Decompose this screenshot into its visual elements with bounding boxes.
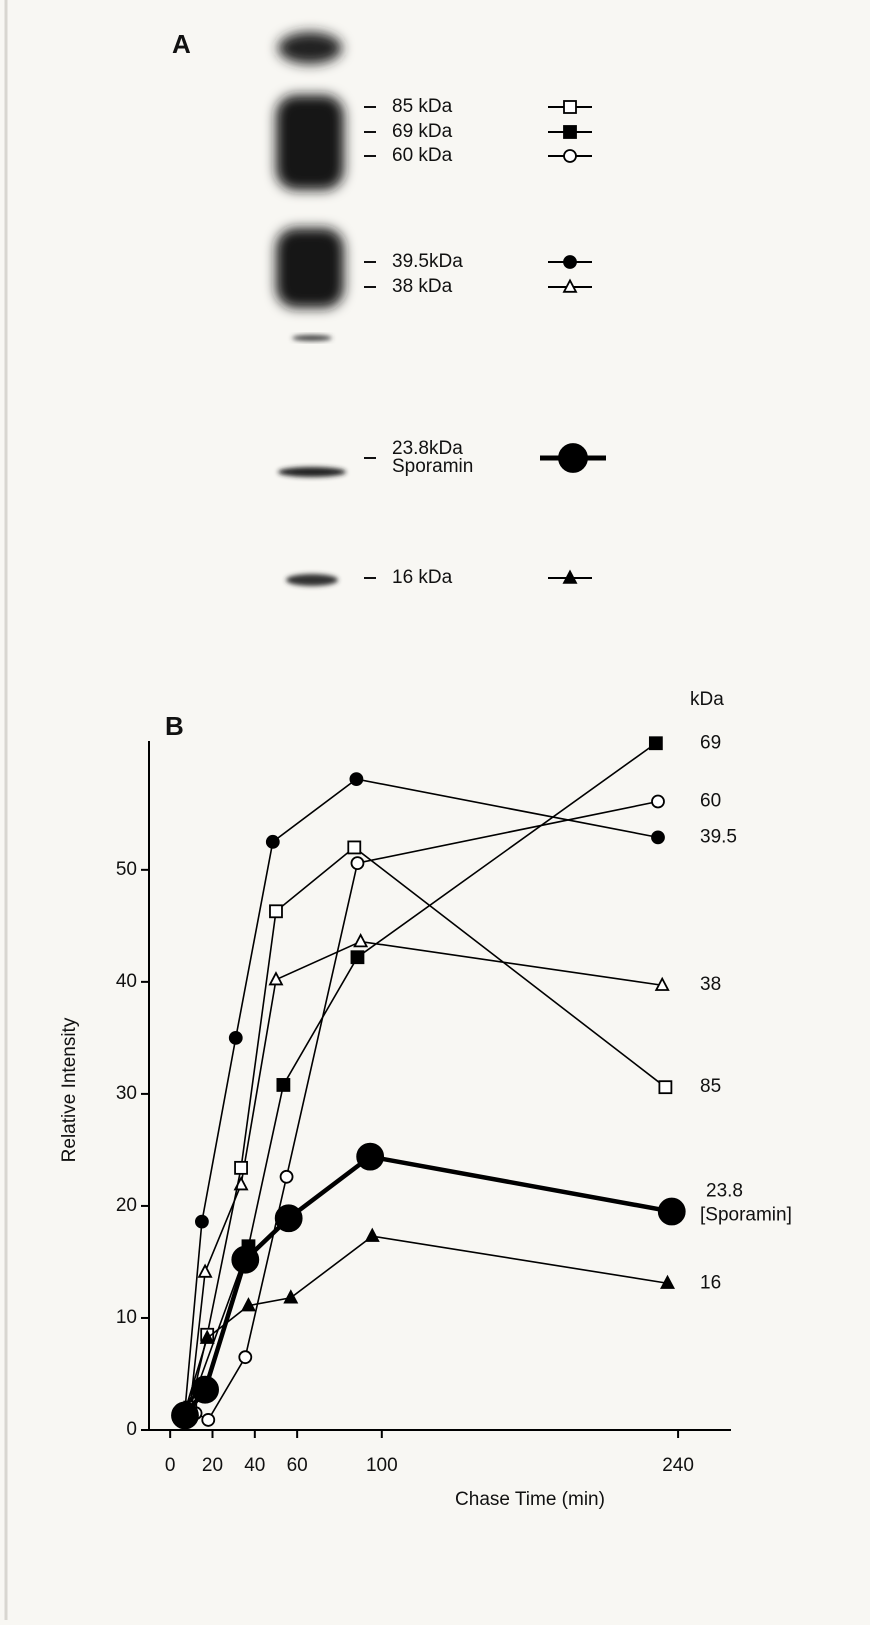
series-label: 60 xyxy=(700,791,721,812)
background xyxy=(0,0,870,1620)
band-label: 39.5kDa xyxy=(392,251,463,272)
x-tick-label: 60 xyxy=(287,1455,308,1476)
legend-title: kDa xyxy=(690,689,724,710)
series-sublabel: [Sporamin] xyxy=(700,1205,792,1226)
x-axis-title: Chase Time (min) xyxy=(455,1489,605,1510)
marker xyxy=(196,1216,208,1228)
marker xyxy=(351,951,363,963)
marker xyxy=(276,1205,302,1231)
series-label: 69 xyxy=(700,732,721,753)
y-tick-label: 10 xyxy=(116,1307,137,1328)
series-label: 23.8 xyxy=(706,1181,743,1202)
marker xyxy=(564,150,576,162)
band-label: 85 kDa xyxy=(392,96,453,117)
marker xyxy=(348,841,360,853)
marker xyxy=(267,836,279,848)
marker xyxy=(652,831,664,843)
x-tick-label: 240 xyxy=(662,1455,694,1476)
marker xyxy=(659,1081,671,1093)
marker xyxy=(281,1171,293,1183)
marker xyxy=(659,1199,685,1225)
marker xyxy=(277,1079,289,1091)
band-label: 16 kDa xyxy=(392,567,453,588)
marker xyxy=(230,1032,242,1044)
y-tick-label: 20 xyxy=(116,1195,137,1216)
series-label: 38 xyxy=(700,974,721,995)
x-tick-label: 20 xyxy=(202,1455,223,1476)
y-tick-label: 40 xyxy=(116,971,137,992)
figure: A 85 kDa 69 kDa 60 kDa 39.5kDa 38 kDa 23.8 kDa… xyxy=(0,0,870,1620)
marker xyxy=(232,1247,258,1273)
panel-label: A xyxy=(172,29,191,59)
band-sublabel: Sporamin xyxy=(392,456,473,477)
series-label: 16 xyxy=(700,1272,721,1293)
marker xyxy=(202,1414,214,1426)
band-label: 69 kDa xyxy=(392,121,453,142)
y-axis-title: Relative Intensity xyxy=(59,1017,80,1162)
marker xyxy=(235,1162,247,1174)
marker xyxy=(192,1377,218,1403)
series-label: 85 xyxy=(700,1076,721,1097)
marker xyxy=(650,737,662,749)
y-tick-label: 50 xyxy=(116,859,137,880)
marker xyxy=(564,101,576,113)
x-tick-label: 0 xyxy=(165,1455,176,1476)
page: A 85 kDa 69 kDa 60 kDa 39.5kDa 38 kDa 23.8 kDa… xyxy=(0,0,870,1620)
band-label: 38 kDa xyxy=(392,276,453,297)
y-tick-label: 30 xyxy=(116,1083,137,1104)
marker xyxy=(239,1351,251,1363)
band-label: 60 kDa xyxy=(392,145,453,166)
x-tick-label: 100 xyxy=(366,1455,398,1476)
marker xyxy=(564,256,576,268)
marker xyxy=(351,857,363,869)
y-tick-label: 0 xyxy=(126,1419,137,1440)
marker xyxy=(270,905,282,917)
x-tick-label: 40 xyxy=(244,1455,265,1476)
panel-label: B xyxy=(165,711,184,741)
marker xyxy=(350,773,362,785)
marker xyxy=(357,1144,383,1170)
marker xyxy=(559,444,587,472)
marker xyxy=(564,126,576,138)
marker xyxy=(652,795,664,807)
series-label: 39.5 xyxy=(700,826,737,847)
